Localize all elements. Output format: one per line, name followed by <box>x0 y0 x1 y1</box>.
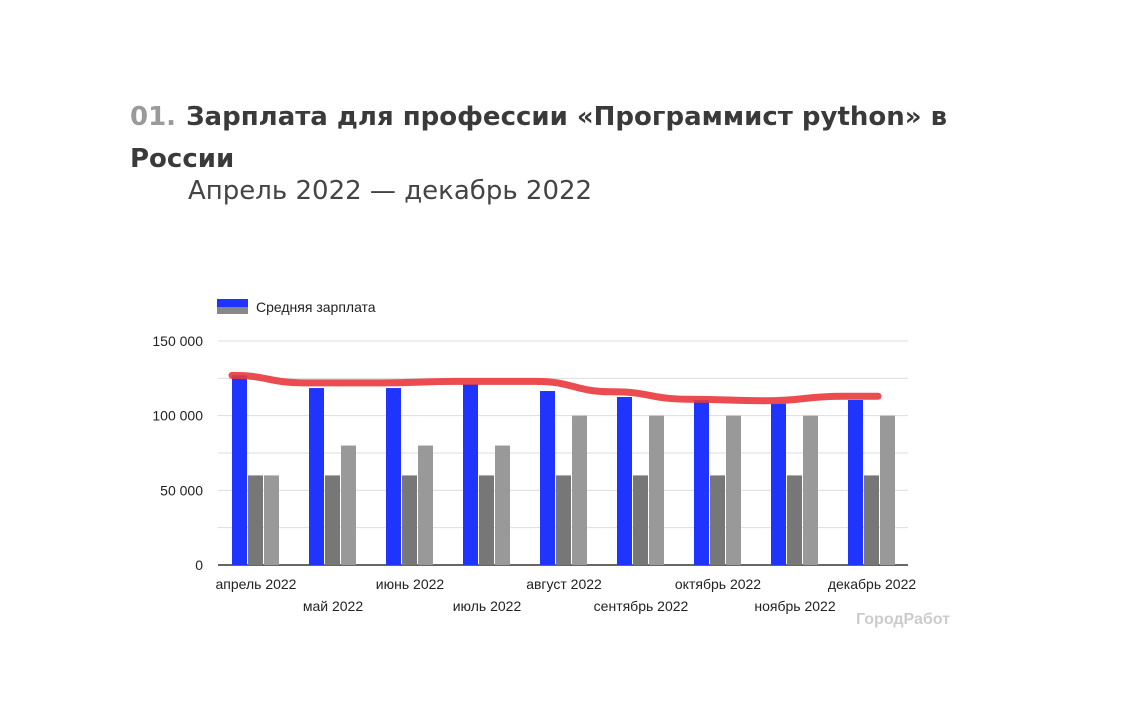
legend-label: Средняя зарплата <box>256 299 376 315</box>
bar <box>633 475 648 565</box>
legend-swatch <box>217 299 248 307</box>
bar <box>803 415 818 565</box>
x-tick-label: сентябрь 2022 <box>594 598 689 614</box>
bar <box>479 475 494 565</box>
bar <box>248 475 263 565</box>
chart-subtitle: Апрель 2022 — декабрь 2022 <box>188 176 593 206</box>
bar <box>402 475 417 565</box>
bar <box>418 445 433 565</box>
x-tick-label: декабрь 2022 <box>828 576 917 592</box>
bar <box>540 391 555 565</box>
x-tick-label: май 2022 <box>303 598 363 614</box>
bar <box>325 475 340 565</box>
bar <box>386 388 401 565</box>
bar <box>771 403 786 565</box>
legend-swatch <box>217 307 248 314</box>
y-tick-label: 50 000 <box>160 482 203 498</box>
hand-drawn-trend-line <box>228 371 882 405</box>
bar <box>694 399 709 565</box>
x-tick-label: июнь 2022 <box>376 576 445 592</box>
title-text: Зарплата для профессии «Программист pyth… <box>130 102 948 174</box>
x-tick-label: октябрь 2022 <box>675 576 761 592</box>
x-tick-label: август 2022 <box>526 576 602 592</box>
bar <box>710 475 725 565</box>
y-tick-label: 0 <box>195 557 203 573</box>
y-tick-label: 100 000 <box>152 408 203 424</box>
bar <box>556 475 571 565</box>
bar <box>787 475 802 565</box>
title-number: 01. <box>130 102 177 132</box>
x-tick-label: июль 2022 <box>453 598 522 614</box>
bar <box>341 445 356 565</box>
bar <box>848 399 863 565</box>
bar <box>726 415 741 565</box>
bar <box>649 415 664 565</box>
bar <box>864 475 879 565</box>
bar <box>463 384 478 565</box>
bar <box>309 388 324 565</box>
bar <box>232 375 247 565</box>
bar <box>495 445 510 565</box>
bar <box>617 397 632 565</box>
bar <box>264 475 279 565</box>
y-tick-label: 150 000 <box>152 333 203 349</box>
x-tick-label: ноябрь 2022 <box>754 598 835 614</box>
chart-title: 01. Зарплата для профессии «Программист p… <box>130 96 1030 180</box>
bar <box>880 415 895 565</box>
bar <box>572 415 587 565</box>
watermark: ГородРабот <box>856 611 950 628</box>
x-tick-label: апрель 2022 <box>216 576 297 592</box>
